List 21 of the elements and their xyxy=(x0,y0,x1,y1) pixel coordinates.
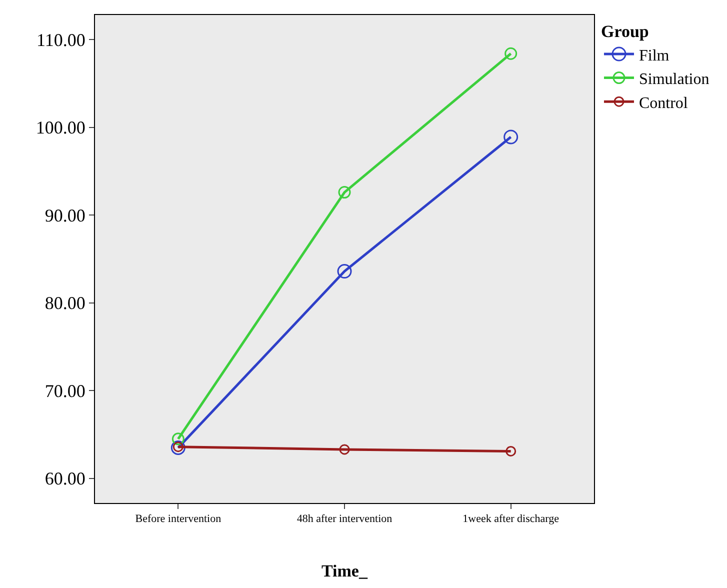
legend-label: Control xyxy=(638,94,688,112)
y-tick-label: 80.00 xyxy=(44,293,86,314)
point xyxy=(172,432,184,446)
y-tick-label: 70.00 xyxy=(44,380,86,401)
x-tick-label: Before intervention xyxy=(135,513,222,526)
point xyxy=(337,264,352,279)
x-tick-label: 1week after discharge xyxy=(462,513,560,526)
point xyxy=(338,186,351,199)
y-tick-label: 100.00 xyxy=(36,118,86,138)
point xyxy=(504,130,518,144)
y-tick-label: 60.00 xyxy=(44,468,86,489)
legend-label: Simulation xyxy=(638,71,710,88)
y-tick-label: 110.00 xyxy=(36,30,86,50)
x-tick-label: 48h after intervention xyxy=(296,513,393,526)
point xyxy=(339,444,350,455)
x-axis-title: Time_ xyxy=(322,562,368,581)
legend-title: Group xyxy=(600,22,649,42)
legend-label: Film xyxy=(638,47,670,64)
y-tick-label: 90.00 xyxy=(44,205,86,226)
point xyxy=(504,47,518,60)
point xyxy=(506,446,516,456)
